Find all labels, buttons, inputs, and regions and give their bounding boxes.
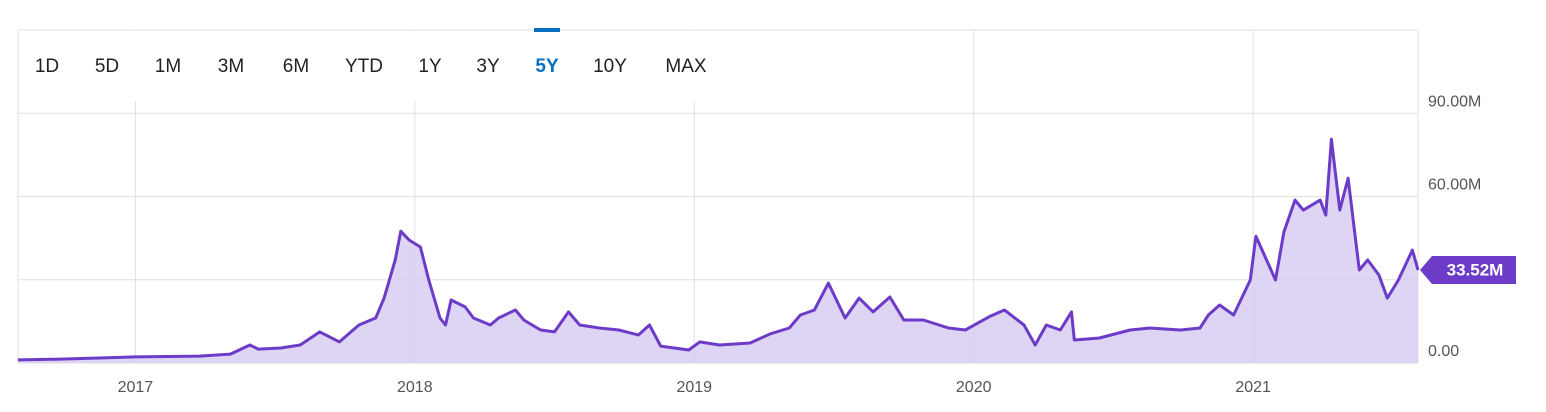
range-button[interactable]: YTD bbox=[345, 56, 383, 77]
range-button[interactable]: MAX bbox=[665, 56, 707, 77]
line bbox=[17, 137, 1420, 362]
range-button[interactable]: 5D bbox=[95, 56, 119, 77]
y-tick-label: 60.00M bbox=[1428, 177, 1481, 194]
range-button[interactable]: 3Y bbox=[476, 56, 500, 77]
x-tick-label: 2020 bbox=[956, 379, 992, 396]
area bbox=[18, 139, 1418, 363]
value-label: 33.52M bbox=[1447, 260, 1504, 279]
range-button[interactable]: 3M bbox=[218, 56, 244, 77]
range-button[interactable]: 1Y bbox=[418, 56, 442, 77]
selected-indicator bbox=[534, 28, 560, 32]
range-button[interactable]: 10Y bbox=[593, 56, 627, 77]
y-tick-label: 0.00 bbox=[1428, 343, 1459, 360]
x-tick-label: 2018 bbox=[397, 379, 433, 396]
range-button[interactable]: 5Y bbox=[535, 56, 559, 77]
value-badge bbox=[1420, 255, 1516, 284]
button-bar bbox=[19, 31, 719, 101]
range-button[interactable]: 1M bbox=[155, 56, 181, 77]
x-tick-label: 2017 bbox=[118, 379, 154, 396]
y-tick-label: 90.00M bbox=[1428, 93, 1481, 110]
x-tick-label: 2021 bbox=[1235, 379, 1271, 396]
range-button[interactable]: 6M bbox=[283, 56, 309, 77]
x-tick-label: 2019 bbox=[676, 379, 712, 396]
range-button[interactable]: 1D bbox=[35, 56, 59, 77]
